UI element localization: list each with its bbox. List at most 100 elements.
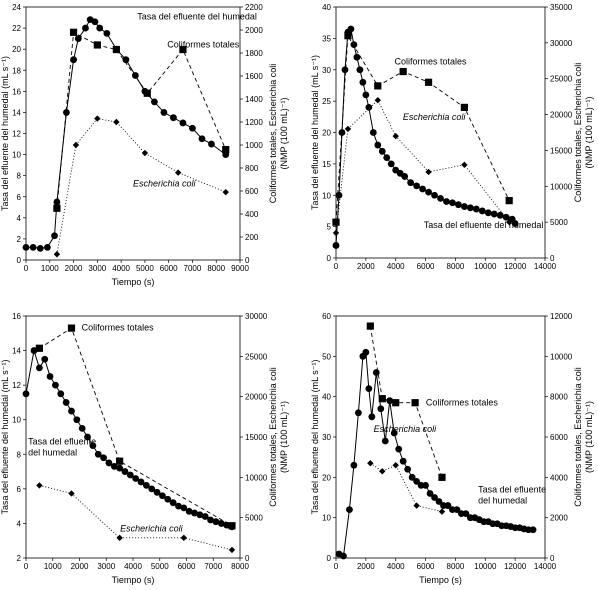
data-point-circle <box>63 109 70 116</box>
y2-tick-label: 1000 <box>245 141 263 150</box>
data-point-circle <box>395 445 403 453</box>
y-tick-label: 10 <box>12 416 21 425</box>
series-label-line: del humedal <box>28 447 77 457</box>
x-tick-label: 5000 <box>151 562 169 571</box>
y-tick-label: 2 <box>17 554 22 563</box>
data-point-circle <box>347 25 355 33</box>
y-tick-label: 20 <box>12 45 21 54</box>
y2-tick-label: 600 <box>245 187 259 196</box>
data-point-diamond <box>392 462 399 469</box>
data-point-circle <box>362 348 370 356</box>
chart-4: 0 2000 4000 6000 8000 10000 12000 1400001020304… <box>310 312 594 585</box>
data-point-circle <box>103 29 111 37</box>
y-tick-label: 15 <box>322 160 331 169</box>
y-tick-label: 10 <box>322 514 331 523</box>
y2-tick-label: 800 <box>245 164 259 173</box>
data-point-circle <box>444 502 452 509</box>
data-point-square <box>460 103 468 111</box>
data-point-diamond <box>113 118 120 126</box>
data-point-circle <box>354 409 362 417</box>
data-point-circle <box>57 390 65 398</box>
data-point-square <box>228 522 236 530</box>
data-point-circle <box>453 506 461 513</box>
y2-tick-label: 30000 <box>245 312 268 321</box>
x-tick-label: 12000 <box>504 262 527 271</box>
y-axis-title: Tasa del efluente del humedal (mL s⁻¹) <box>0 360 10 515</box>
x-axis-title: Tiempo (s) <box>112 277 155 287</box>
data-point-circle <box>94 450 102 458</box>
y2-tick-label: 30000 <box>550 39 573 48</box>
data-point-circle <box>455 201 462 209</box>
series-label: Escherichia coli <box>133 179 197 189</box>
data-point-square <box>222 146 230 154</box>
data-point-square <box>411 399 419 407</box>
data-point-circle <box>350 461 358 469</box>
y2-tick-label: 2200 <box>245 3 263 12</box>
data-point-circle <box>484 209 492 217</box>
data-point-circle <box>46 373 54 380</box>
data-point-circle <box>443 198 450 205</box>
data-point-square <box>438 473 446 481</box>
data-point-circle <box>62 399 70 406</box>
data-point-circle <box>383 154 391 162</box>
series-label: Tasa del efluente del humedal <box>478 485 546 506</box>
series-line-circle <box>26 18 226 249</box>
data-point-circle <box>378 147 386 155</box>
data-point-diamond <box>374 97 381 104</box>
data-point-circle <box>387 160 395 168</box>
data-point-circle <box>462 510 470 518</box>
y-tick-label: 8 <box>17 450 22 459</box>
data-point-circle <box>369 129 377 136</box>
x-tick-label: 0 <box>24 562 29 571</box>
y-tick-label: 14 <box>12 108 21 117</box>
y-tick-label: 10 <box>322 191 331 200</box>
x-tick-label: 9000 <box>231 264 249 273</box>
y-tick-label: 4 <box>17 519 22 528</box>
y2-tick-label: 200 <box>245 233 259 242</box>
y2-tick-label: 25000 <box>550 75 573 84</box>
data-point-circle <box>413 182 421 190</box>
data-point-circle <box>148 485 156 493</box>
y2-tick-label: 10000 <box>245 473 268 482</box>
data-point-square <box>53 204 61 212</box>
data-point-circle <box>96 24 104 32</box>
data-point-circle <box>73 416 81 424</box>
data-point-diamond <box>141 149 149 157</box>
data-point-circle <box>365 385 373 392</box>
y2-tick-label: 2000 <box>550 514 568 523</box>
data-point-circle <box>105 459 113 467</box>
y2-tick-label: 4000 <box>550 473 568 482</box>
series-label: Tasa del efluente del humedal <box>137 12 257 22</box>
data-point-circle <box>502 213 510 221</box>
y2-tick-label: 0 <box>550 554 555 563</box>
data-point-circle <box>159 492 166 500</box>
y2-tick-label: 1800 <box>245 49 263 58</box>
data-point-circle <box>529 526 537 534</box>
x-tick-label: 6000 <box>417 262 435 271</box>
x-tick-label: 4000 <box>124 562 142 571</box>
data-point-circle <box>207 516 214 524</box>
data-point-circle <box>460 203 468 210</box>
series-label: Coliformes totales <box>426 398 499 408</box>
y2-tick-label: 0 <box>550 254 555 263</box>
data-point-diamond <box>72 141 80 149</box>
data-point-circle <box>100 454 107 462</box>
data-point-circle <box>374 141 382 149</box>
data-point-diamond <box>36 482 43 489</box>
y-tick-label: 6 <box>17 485 22 494</box>
data-point-circle <box>356 66 364 74</box>
data-point-circle <box>399 457 407 465</box>
data-point-square <box>392 399 400 407</box>
data-point-circle <box>89 442 97 450</box>
data-point-circle <box>29 243 37 251</box>
series-label: Coliformes totales <box>167 39 240 49</box>
series-label: Escherichia coli <box>120 523 184 533</box>
data-point-circle <box>490 210 498 218</box>
data-point-diamond <box>222 188 229 196</box>
data-point-square <box>69 28 78 36</box>
data-point-circle <box>35 364 43 372</box>
x-tick-label: 2000 <box>65 264 83 273</box>
data-point-circle <box>198 135 206 143</box>
data-point-circle <box>362 91 370 99</box>
y-tick-label: 24 <box>12 3 21 12</box>
